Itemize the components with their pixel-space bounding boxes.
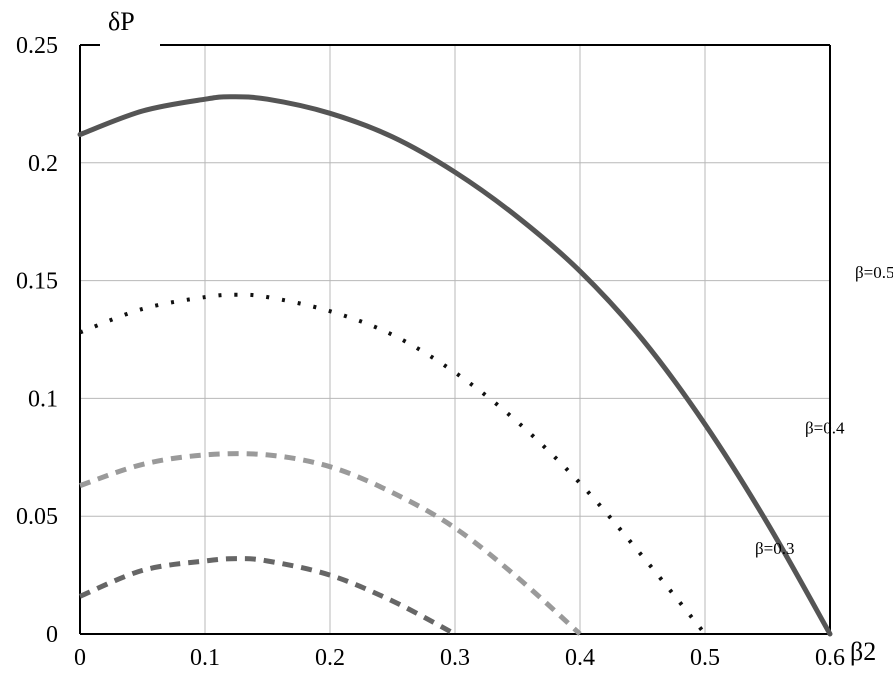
y-axis-label: δP: [108, 7, 135, 36]
y-tick-label: 0: [46, 622, 58, 648]
tick-labels: 0 0.1 0.2 0.3 0.4 0.5 0.6 0 0.05 0.1 0.15 0.2 0.25: [16, 33, 845, 671]
x-tick-label: 0.5: [690, 645, 720, 671]
plot-frame: [79, 44, 831, 635]
x-tick-label: 0: [74, 645, 86, 671]
y-tick-label: 0.05: [16, 504, 58, 530]
y-tick-label: 0.1: [28, 386, 58, 412]
series-2: β=0.4: [79, 419, 845, 636]
grid: [80, 45, 830, 634]
series-group: β=0.6 β=0.5 β=0.4 β=0.3: [77, 94, 893, 637]
x-tick-label: 0.3: [440, 645, 470, 671]
series-line: [79, 451, 582, 636]
y-tick-label: 0.2: [28, 151, 58, 177]
x-tick-label: 0.6: [815, 645, 845, 671]
y-tick-label: 0.25: [16, 33, 58, 59]
x-tick-label: 0.1: [190, 645, 220, 671]
y-tick-label: 0.15: [16, 269, 58, 295]
series-line: [77, 94, 833, 637]
x-tick-label: 0.2: [315, 645, 345, 671]
series-1: β=0.5: [79, 263, 893, 636]
series-label: β=0.5: [855, 263, 893, 282]
series-3: β=0.3: [79, 539, 795, 637]
x-tick-label: 0.4: [565, 645, 595, 671]
series-label: β=0.4: [805, 419, 845, 438]
series-line: [79, 556, 457, 637]
x-axis-label: β2: [850, 637, 876, 666]
series-label: β=0.3: [755, 539, 795, 558]
series-line: [79, 292, 707, 636]
series-0: β=0.6: [77, 94, 833, 637]
